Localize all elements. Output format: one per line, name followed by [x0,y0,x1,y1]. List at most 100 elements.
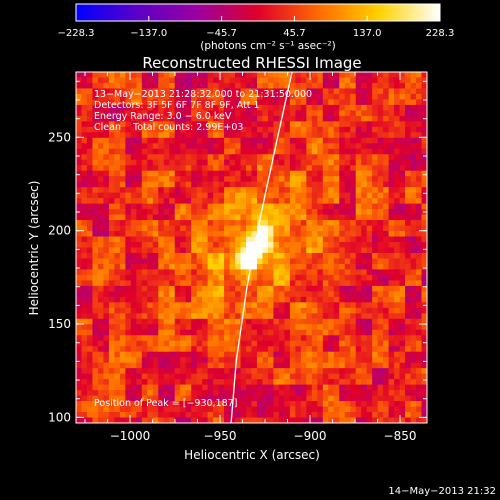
heatmap-cell [278,203,285,210]
heatmap-cell [333,148,340,155]
heatmap-cell [388,137,395,144]
heatmap-cell [355,99,362,106]
heatmap-cell [130,324,137,331]
heatmap-cell [388,340,395,347]
heatmap-cell [311,176,318,183]
heatmap-cell [180,77,187,84]
heatmap-cell [251,143,258,150]
heatmap-cell [196,346,203,353]
heatmap-cell [207,401,214,407]
heatmap-cell [394,318,400,325]
heatmap-cell [224,236,230,243]
heatmap-cell [339,329,346,336]
heatmap-cell [240,285,247,292]
heatmap-cell [251,209,258,215]
heatmap-cell [163,329,170,336]
heatmap-cell [240,274,247,281]
heatmap-cell [114,231,121,237]
heatmap-cell [114,181,121,188]
heatmap-cell [300,203,307,210]
heatmap-cell [169,192,176,199]
heatmap-cell [103,99,110,106]
heatmap-cell [262,395,269,402]
heatmap-cell [366,324,373,331]
heatmap-cell [92,77,99,84]
colorbar-tick-label: −228.3 [57,28,94,39]
heatmap-cell [180,93,187,100]
heatmap-cell [416,176,422,183]
heatmap-cell [377,274,384,281]
heatmap-cell [125,143,132,150]
heatmap-cell [202,258,209,265]
heatmap-cell [196,313,203,320]
heatmap-cell [311,82,318,89]
heatmap-cell [311,104,318,111]
heatmap-cell [394,291,400,298]
heatmap-cell [114,263,121,270]
heatmap-cell [311,198,318,205]
heatmap-cell [169,401,176,407]
heatmap-cell [399,258,406,265]
heatmap-cell [295,93,302,100]
heatmap-cell [108,121,115,128]
heatmap-cell [114,379,121,386]
heatmap-cell [322,198,329,205]
heatmap-cell [306,346,313,353]
heatmap-cell [267,121,274,128]
heatmap-cell [377,93,384,100]
heatmap-cell [97,373,104,380]
heatmap-cell [119,209,126,215]
heatmap-cell [169,324,176,331]
heatmap-cell [246,88,252,95]
heatmap-cell [180,176,187,183]
heatmap-cell [235,148,241,155]
heatmap-cell [322,263,329,270]
heatmap-cell [300,307,307,314]
heatmap-cell [246,252,252,259]
heatmap-cell [224,181,230,188]
heatmap-cell [416,137,422,144]
heatmap-cell [256,412,263,418]
heatmap-cell [196,351,203,358]
heatmap-cell [333,242,340,248]
heatmap-cell [394,340,400,347]
heatmap-cell [256,324,263,331]
heatmap-cell [136,395,143,402]
heatmap-cell [136,368,143,375]
heatmap-cell [169,148,176,155]
heatmap-cell [333,110,340,117]
heatmap-cell [191,82,198,89]
heatmap-cell [394,181,400,188]
heatmap-cell [224,247,230,254]
heatmap-cell [416,362,422,369]
heatmap-cell [344,225,351,232]
heatmap-cell [344,307,351,314]
heatmap-cell [141,258,148,265]
heatmap-cell [372,307,379,314]
heatmap-cell [410,203,417,210]
heatmap-cell [322,110,329,117]
heatmap-cell [311,302,318,309]
heatmap-cell [81,77,88,84]
heatmap-cell [229,148,236,155]
heatmap-cell [86,346,93,353]
heatmap-cell [174,269,181,276]
heatmap-cell [152,379,159,386]
heatmap-cell [328,318,335,325]
heatmap-cell [317,159,324,166]
heatmap-cell [289,384,296,391]
heatmap-cell [163,384,170,391]
heatmap-cell [416,263,422,270]
heatmap-cell [383,269,390,276]
heatmap-cell [196,88,203,95]
heatmap-cell [416,390,422,396]
heatmap-cell [339,280,346,287]
heatmap-cell [388,225,395,232]
heatmap-cell [92,148,99,155]
heatmap-cell [251,395,258,402]
heatmap-cell [256,401,263,407]
heatmap-cell [344,296,351,303]
heatmap-cell [410,258,417,265]
heatmap-cell [273,357,280,364]
heatmap-cell [388,88,395,95]
